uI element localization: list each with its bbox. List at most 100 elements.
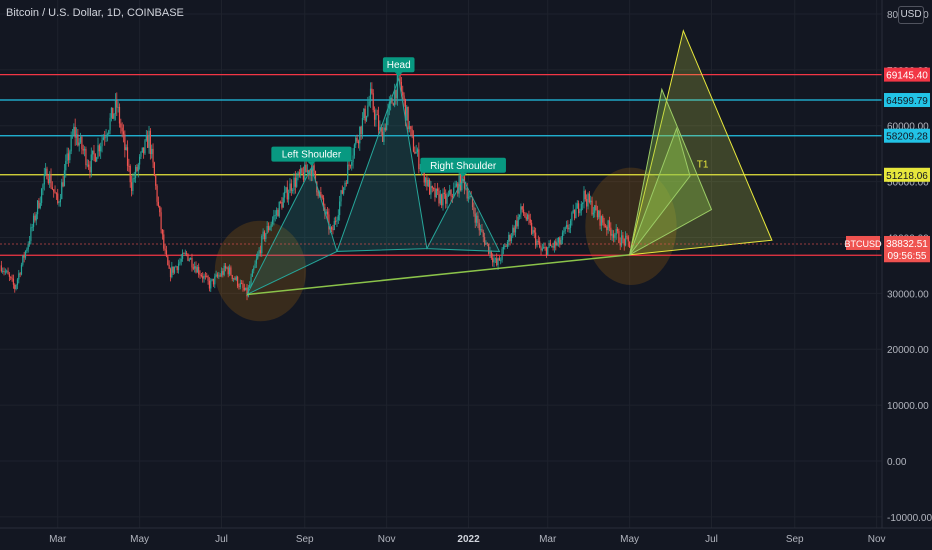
candle-body — [446, 195, 448, 204]
candle-body — [475, 215, 478, 223]
candle-body — [271, 219, 274, 225]
candle-body — [529, 219, 531, 223]
candle-body — [183, 253, 185, 254]
candle-body — [184, 252, 186, 254]
candle-body — [62, 182, 64, 187]
candle-body — [281, 202, 283, 208]
candle-body — [524, 213, 526, 218]
candle-body — [424, 177, 427, 183]
candle-body — [339, 201, 341, 216]
candle-body — [337, 215, 339, 220]
candle-body — [521, 206, 523, 210]
candle-body — [373, 109, 376, 120]
candle-body — [488, 243, 490, 254]
candle-body — [241, 283, 243, 284]
candle-body — [407, 106, 409, 129]
candle-body — [137, 164, 139, 171]
candle-body — [309, 169, 311, 175]
candle-body — [343, 187, 345, 194]
candle-body — [359, 126, 361, 144]
pattern-triangle — [245, 166, 338, 296]
candle-body — [155, 175, 157, 186]
candle-body — [218, 275, 220, 277]
candle-body — [11, 277, 13, 279]
candle-body — [498, 258, 500, 261]
candle-body — [267, 225, 270, 231]
candle-body — [289, 183, 291, 194]
candle-body — [36, 200, 39, 215]
candle-body — [261, 235, 263, 254]
candle-body — [38, 200, 40, 208]
candle-body — [473, 207, 475, 214]
candle-body — [624, 235, 627, 246]
candle-body — [8, 274, 10, 277]
candle-body — [277, 209, 279, 217]
candle-body — [540, 247, 542, 251]
candle-body — [282, 197, 284, 208]
candle-body — [192, 267, 194, 269]
candle-body — [114, 100, 117, 114]
candle-body — [12, 278, 15, 285]
candle-body — [493, 259, 495, 263]
candle-body — [494, 258, 496, 260]
candle-body — [608, 220, 611, 228]
candle-body — [518, 214, 521, 217]
y-tick-label: 60000.00 — [887, 122, 929, 133]
candle-body — [246, 287, 248, 297]
candle-body — [345, 182, 347, 184]
candle-body — [356, 137, 358, 142]
candle-body — [626, 235, 628, 237]
candle-body — [317, 192, 319, 197]
candle-body — [553, 241, 556, 248]
candle-body — [227, 267, 229, 275]
candle-body — [149, 130, 151, 155]
candle-body — [602, 216, 604, 223]
time-axis — [0, 528, 932, 550]
candle-body — [92, 150, 94, 155]
candle-body — [600, 216, 603, 226]
candle-body — [588, 193, 590, 203]
candle-body — [442, 192, 444, 206]
candle-body — [371, 88, 373, 94]
candle-body — [210, 280, 212, 289]
candle-body — [383, 127, 385, 142]
currency-button[interactable]: USD — [898, 6, 924, 24]
candle-body — [228, 267, 231, 275]
candle-body — [391, 98, 393, 104]
candle-body — [104, 137, 106, 139]
pattern-label-box — [420, 157, 506, 173]
candle-body — [552, 245, 554, 248]
candle-body — [543, 246, 545, 249]
candle-body — [265, 233, 267, 240]
candle-body — [449, 189, 451, 195]
candle-body — [34, 215, 36, 221]
level-label: 69145.40 — [886, 71, 928, 82]
candle-body — [275, 209, 278, 216]
candle-body — [325, 211, 327, 214]
candle-body — [563, 231, 565, 233]
candle-body — [78, 142, 80, 146]
candle-body — [320, 191, 322, 196]
candle-body — [35, 214, 37, 221]
candle-body — [548, 243, 550, 248]
candle-body — [284, 191, 286, 198]
candle-body — [164, 248, 166, 251]
candle-body — [490, 250, 492, 258]
candle-body — [525, 217, 527, 220]
candle-body — [322, 197, 325, 208]
candle-body — [105, 136, 107, 138]
candle-body — [20, 264, 23, 275]
candle-body — [560, 239, 562, 245]
candle-body — [516, 220, 518, 227]
candle-body — [489, 250, 491, 254]
candle-body — [607, 220, 609, 231]
pattern-label: Head — [382, 57, 415, 77]
candle-body — [75, 134, 78, 138]
candle-body — [336, 219, 338, 222]
candle-body — [288, 193, 290, 200]
candle-body — [55, 193, 57, 195]
candle-body — [237, 276, 239, 287]
candle-body — [66, 153, 68, 161]
